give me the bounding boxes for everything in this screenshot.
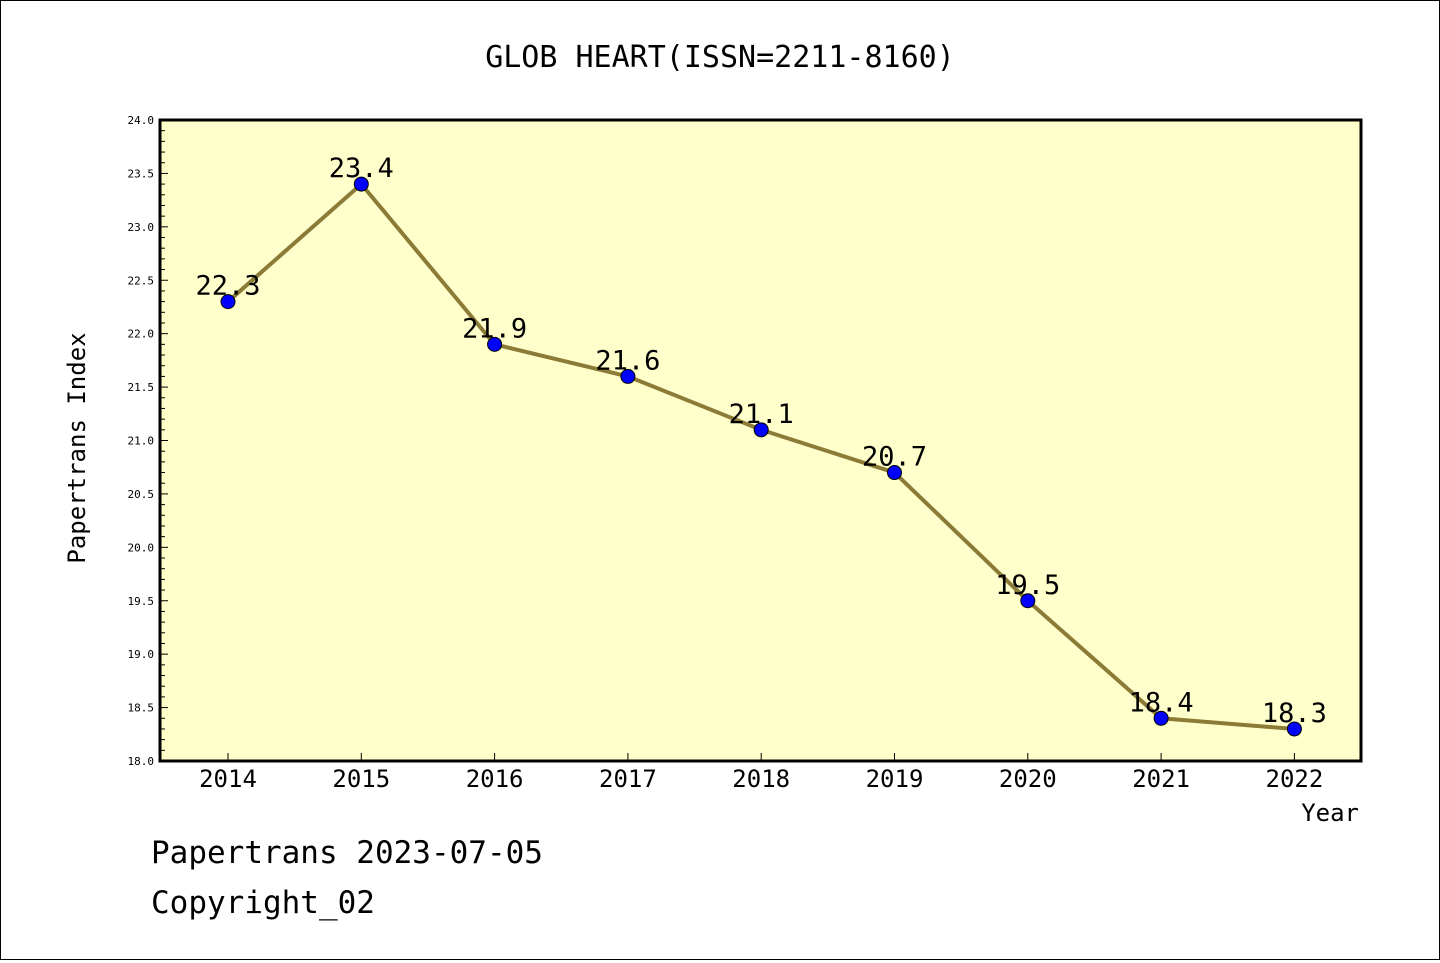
data-point bbox=[1286, 721, 1302, 737]
data-point bbox=[220, 294, 236, 310]
y-tick-label: 21.5 bbox=[128, 381, 155, 394]
data-label: 21.1 bbox=[729, 399, 794, 430]
series-line-group bbox=[220, 176, 1302, 737]
footer-date-text: Papertrans 2023-07-05 bbox=[151, 835, 543, 871]
data-label: 19.5 bbox=[995, 570, 1060, 601]
data-point bbox=[353, 176, 369, 192]
data-label: 18.3 bbox=[1262, 698, 1327, 729]
x-tick-label: 2022 bbox=[1266, 765, 1324, 793]
y-tick-label: 20.0 bbox=[128, 541, 155, 554]
data-point bbox=[753, 422, 769, 438]
y-tick-label: 19.0 bbox=[128, 648, 155, 661]
x-tick-label: 2021 bbox=[1132, 765, 1190, 793]
data-label: 18.4 bbox=[1129, 687, 1194, 718]
data-label: 21.9 bbox=[462, 313, 527, 344]
data-point bbox=[1020, 593, 1036, 609]
data-point bbox=[487, 336, 503, 352]
data-label: 23.4 bbox=[329, 153, 394, 184]
data-labels-group: 22.3 23.4 21.9 21.6 21.1 20.7 19.5 18.4 18.3 bbox=[195, 153, 1326, 729]
x-tick-label: 2016 bbox=[466, 765, 524, 793]
y-tick-label: 20.5 bbox=[128, 488, 155, 501]
data-point bbox=[1153, 710, 1169, 726]
x-tick-label: 2017 bbox=[599, 765, 657, 793]
footer-copyright-text: Copyright_02 bbox=[151, 885, 375, 921]
x-axis-ticks: 2014 2015 2016 2017 2018 2019 2020 2021 2022 bbox=[199, 753, 1323, 793]
data-point bbox=[620, 368, 636, 384]
chart-title: GLOB HEART(ISSN=2211-8160) bbox=[485, 40, 955, 75]
x-axis-label: Year bbox=[1301, 799, 1359, 827]
data-label: 21.6 bbox=[595, 345, 660, 376]
plot-area bbox=[160, 120, 1361, 761]
y-tick-label: 18.0 bbox=[128, 755, 155, 768]
y-tick-label: 22.0 bbox=[128, 328, 155, 341]
data-label: 22.3 bbox=[195, 271, 260, 302]
y-tick-label: 21.0 bbox=[128, 435, 155, 448]
y-tick-label: 23.0 bbox=[128, 221, 155, 234]
data-point bbox=[887, 465, 902, 481]
x-tick-label: 2019 bbox=[866, 765, 924, 793]
plot-border bbox=[158, 118, 1363, 763]
y-axis-label: Papertrans Index bbox=[63, 332, 91, 563]
y-tick-label: 18.5 bbox=[128, 702, 155, 715]
x-tick-label: 2015 bbox=[332, 765, 390, 793]
data-label: 20.7 bbox=[862, 442, 927, 473]
y-tick-label: 23.5 bbox=[128, 167, 155, 180]
x-tick-label: 2018 bbox=[732, 765, 790, 793]
x-tick-label: 2014 bbox=[199, 765, 257, 793]
y-tick-label: 19.5 bbox=[128, 595, 155, 608]
y-tick-label: 24.0 bbox=[128, 114, 155, 127]
y-tick-label: 22.5 bbox=[128, 274, 155, 287]
x-tick-label: 2020 bbox=[999, 765, 1057, 793]
